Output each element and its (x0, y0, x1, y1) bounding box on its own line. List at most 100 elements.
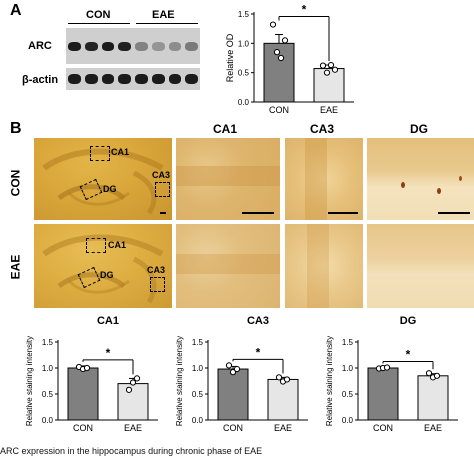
y-axis-label: Relative staining intensity (25, 336, 34, 426)
x-tick-label: EAE (320, 105, 338, 115)
row-label-con: CON (8, 169, 23, 197)
ca3-closeup-eae (285, 224, 363, 308)
panel-a-relative-od-chart: Relative OD 0.0 0.5 1.0 1.5 CON EAE * (225, 3, 354, 115)
actin-blot-strip (66, 68, 200, 90)
roi-label-dg-con: DG (103, 184, 117, 194)
blot-row-label-arc: ARC (28, 40, 52, 52)
significance-star: * (406, 347, 411, 361)
column-label-ca1: CA1 (213, 122, 238, 136)
blot-row-label-actin: β-actin (22, 74, 59, 86)
arc-band (118, 41, 131, 51)
x-tick-label: CON (223, 423, 243, 433)
actin-band (168, 74, 182, 84)
actin-band (68, 74, 81, 84)
bar-eae (117, 383, 149, 421)
y-tick-label: 0.0 (342, 416, 354, 425)
ca1-closeup-eae (176, 224, 280, 308)
actin-band (101, 74, 115, 84)
data-point (283, 376, 291, 383)
data-point (133, 375, 141, 382)
y-tick-label: 1.0 (342, 364, 354, 373)
column-label-dg: DG (410, 122, 428, 136)
blot-group-line-eae (136, 23, 198, 24)
arc-band (84, 41, 98, 51)
y-tick-label: 0.5 (192, 390, 204, 399)
x-tick-label: CON (73, 423, 93, 433)
scalebar-ca1-con (242, 212, 274, 214)
y-axis-label: Relative staining intensity (175, 336, 184, 426)
arc-band (168, 41, 182, 51)
figure-caption: ARC expression in the hippocampus during… (0, 446, 263, 456)
data-point (129, 379, 137, 386)
dg-closeup-con (367, 138, 474, 220)
data-point (273, 49, 281, 56)
data-point (269, 21, 277, 28)
chart-title: CA3 (247, 315, 269, 327)
data-point (433, 372, 441, 379)
y-tick-label: 0.0 (42, 416, 54, 425)
blot-group-label-con: CON (86, 9, 111, 21)
roi-ca3-eae (150, 277, 165, 292)
y-axis-label: Relative staining intensity (325, 336, 334, 426)
x-tick-label: CON (373, 423, 393, 433)
data-point (319, 62, 327, 69)
roi-label-dg-eae: DG (100, 270, 114, 280)
x-tick-label: EAE (274, 423, 292, 433)
roi-label-ca1-con: CA1 (111, 147, 130, 157)
roi-ca1-con (90, 146, 110, 161)
data-point (331, 66, 339, 73)
chart-title: CA1 (97, 315, 119, 327)
y-tick-label: 0.5 (238, 69, 250, 78)
roi-label-ca1-eae: CA1 (108, 240, 127, 250)
y-tick-label: 1.5 (238, 10, 250, 19)
x-tick-label: EAE (424, 423, 442, 433)
arc-band (185, 41, 198, 51)
bar-con (67, 367, 99, 421)
ca3-staining-chart: CA3 Relative staining intensity 0.0 0.5 1.0 1… (175, 315, 308, 433)
data-point (383, 364, 391, 371)
y-tick-label: 1.5 (192, 338, 204, 347)
x-tick-label: CON (269, 105, 289, 115)
significance-star: * (106, 346, 111, 360)
scalebar-ca3-con (328, 212, 358, 214)
x-tick-label: EAE (124, 423, 142, 433)
dg-closeup-eae (367, 224, 474, 308)
roi-label-ca3-con: CA3 (152, 170, 171, 180)
dg-staining-chart: DG Relative staining intensity 0.0 0.5 1.0 1.… (325, 315, 458, 433)
arc-band (68, 41, 81, 51)
y-tick-label: 1.0 (238, 39, 250, 48)
significance-star: * (302, 3, 307, 17)
ca1-staining-chart: CA1 Relative staining intensity 0.0 0.5 1.0 1… (25, 315, 158, 433)
y-tick-label: 1.5 (42, 338, 54, 347)
panel-b-letter: B (10, 120, 22, 137)
y-tick-label: 1.0 (42, 364, 54, 373)
data-point (275, 374, 283, 381)
row-label-eae: EAE (8, 254, 23, 280)
data-point (125, 386, 133, 393)
actin-band (84, 74, 98, 84)
data-point (225, 362, 233, 369)
actin-band (185, 74, 198, 84)
data-point (327, 61, 335, 69)
significance-star: * (256, 345, 261, 359)
bar-con (217, 368, 249, 421)
y-tick-label: 0.0 (238, 98, 250, 107)
ca1-closeup-con (176, 138, 280, 220)
y-tick-label: 0.0 (192, 416, 204, 425)
arc-band (151, 41, 165, 51)
arc-band (135, 41, 148, 51)
y-tick-label: 1.5 (342, 338, 354, 347)
bar-eae (267, 378, 299, 421)
actin-band (118, 74, 131, 84)
bar-eae (417, 375, 449, 421)
blot-group-label-eae: EAE (152, 9, 175, 21)
y-tick-label: 0.5 (342, 390, 354, 399)
data-point (277, 54, 285, 62)
roi-ca1-eae (86, 238, 106, 253)
data-point (229, 369, 237, 376)
chart-title: DG (400, 315, 417, 327)
y-tick-label: 1.0 (192, 364, 204, 373)
data-point (83, 364, 91, 372)
data-point (281, 37, 289, 44)
hippocampus-overview-con (34, 138, 172, 220)
